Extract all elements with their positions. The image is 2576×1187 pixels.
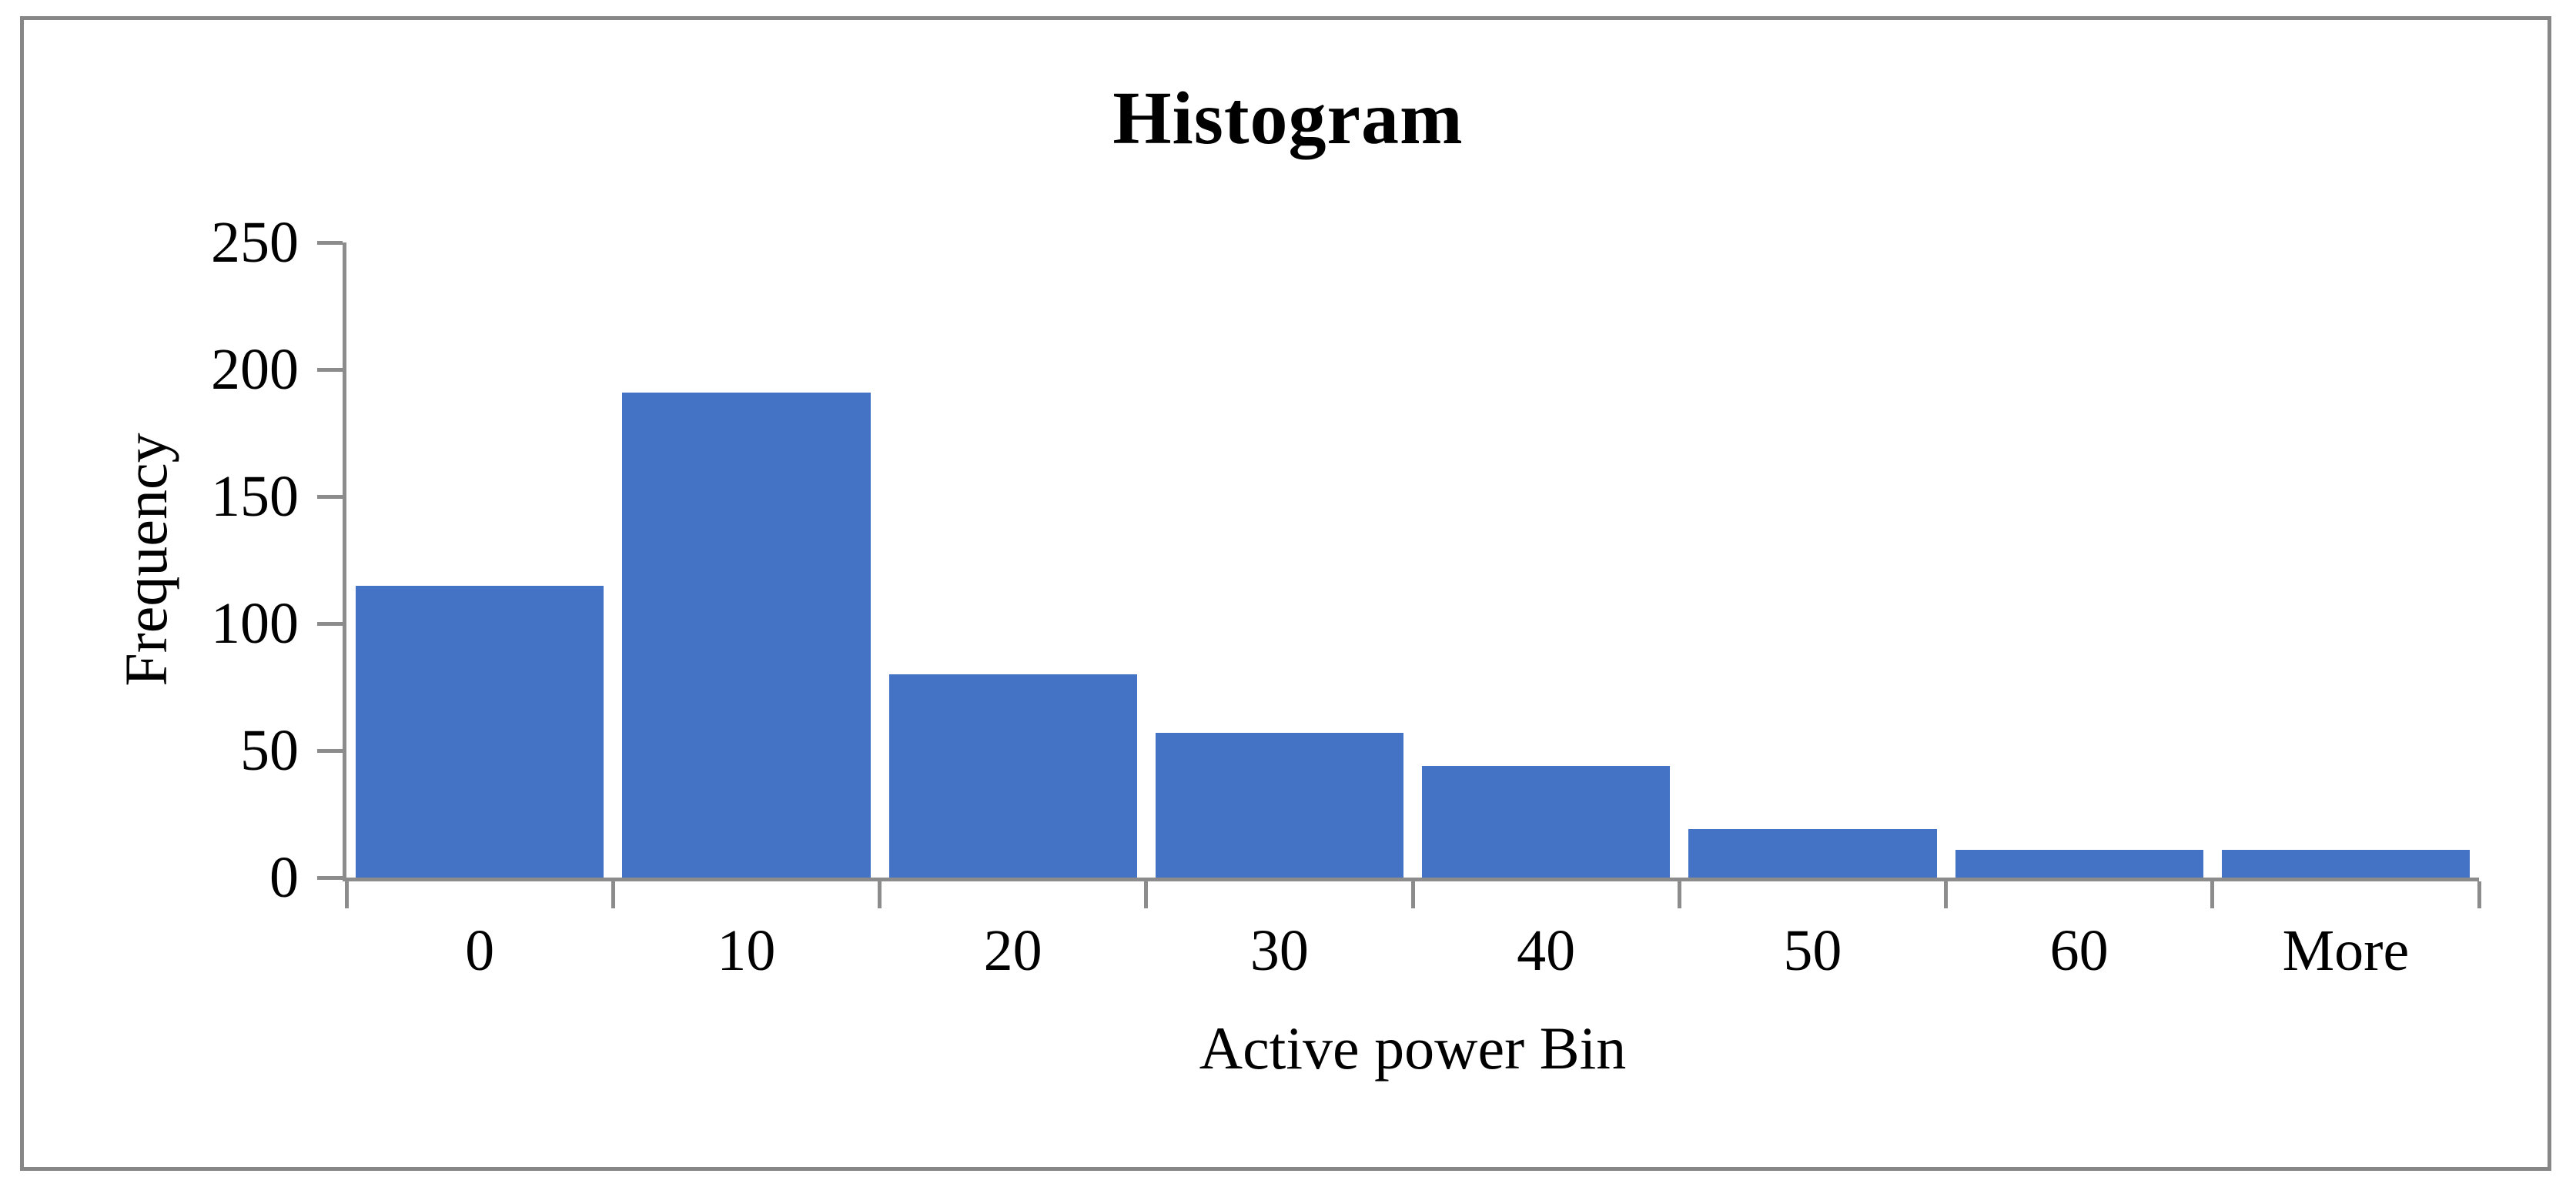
x-category-label: 60: [2049, 918, 2109, 983]
bar: [356, 585, 604, 878]
bar: [888, 674, 1137, 878]
y-tick-mark: [317, 748, 343, 753]
x-tick-mark: [878, 881, 882, 908]
x-tick-mark: [344, 881, 349, 908]
x-category-label: 20: [983, 918, 1042, 983]
x-tick-mark: [2477, 881, 2481, 908]
y-tick-label: 100: [211, 591, 299, 656]
y-tick-mark: [317, 240, 343, 245]
y-tick-label: 200: [211, 337, 299, 402]
y-tick-label: 250: [211, 210, 299, 275]
chart-title: Histogram: [1112, 77, 1464, 160]
bar: [1688, 829, 1937, 878]
x-tick-mark: [611, 881, 615, 908]
x-category-label: 30: [1250, 918, 1309, 983]
y-tick-label: 150: [211, 464, 299, 529]
x-category-label: 40: [1517, 918, 1576, 983]
x-category-label: 0: [465, 918, 495, 983]
bar: [622, 392, 871, 878]
bar: [1955, 849, 2203, 878]
x-tick-mark: [2210, 881, 2215, 908]
bar: [2221, 849, 2470, 878]
y-tick-mark: [317, 494, 343, 499]
x-axis-title: Active power Bin: [1199, 1015, 1627, 1082]
y-tick-mark: [317, 621, 343, 626]
x-tick-mark: [1144, 881, 1149, 908]
y-tick-label: 0: [269, 845, 299, 910]
x-tick-mark: [1410, 881, 1415, 908]
bar: [1155, 732, 1403, 878]
x-tick-mark: [1944, 881, 1948, 908]
x-category-label: 10: [717, 918, 776, 983]
x-category-label: 50: [1783, 918, 1842, 983]
x-category-label: More: [2282, 918, 2410, 983]
x-tick-mark: [1677, 881, 1681, 908]
y-tick-mark: [317, 875, 343, 880]
y-tick-mark: [317, 367, 343, 372]
y-tick-label: 50: [240, 718, 299, 783]
plot-area: Active power Bin 0 50 100 150 200 250 0 10 20 30 4…: [211, 210, 2481, 1082]
bar: [1422, 765, 1671, 878]
